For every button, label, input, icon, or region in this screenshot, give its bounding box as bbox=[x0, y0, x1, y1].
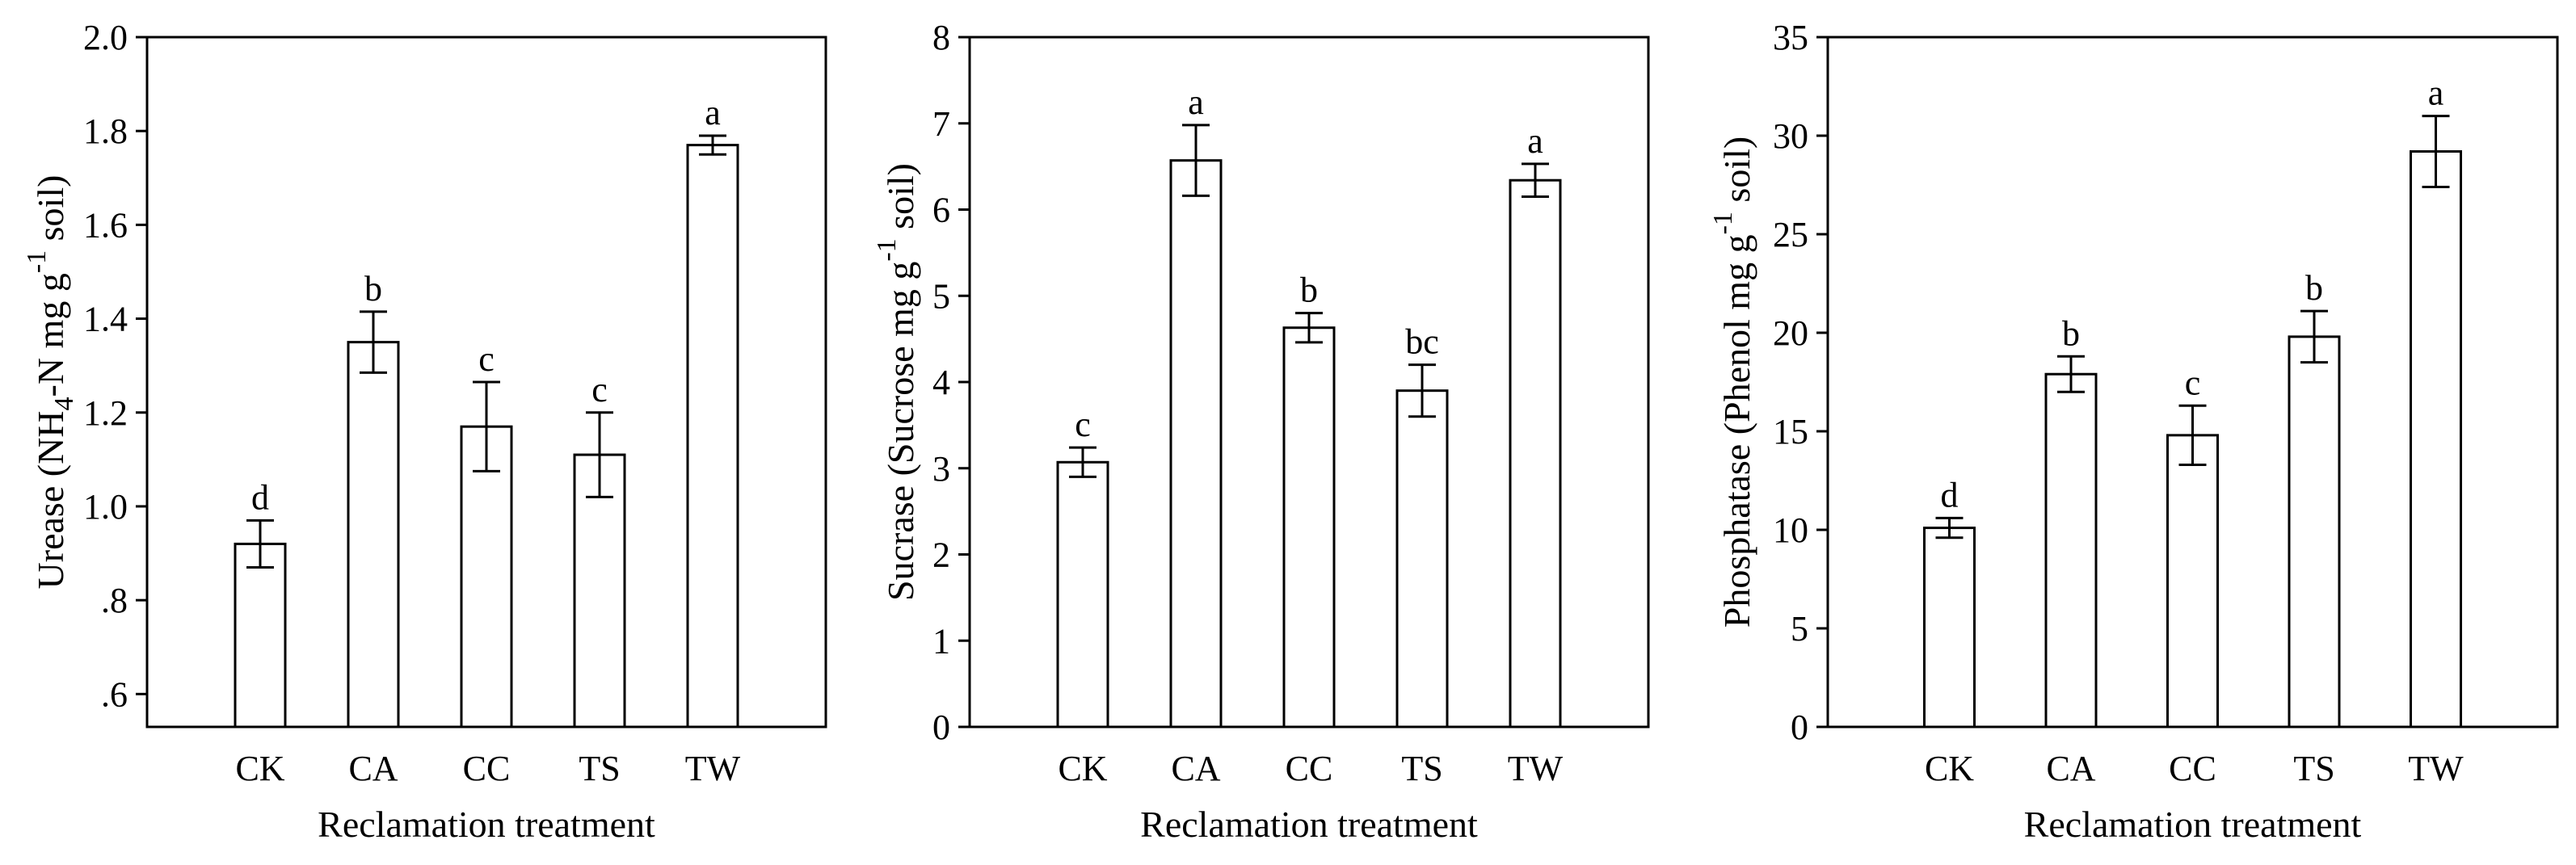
bar-ck bbox=[1923, 527, 1976, 729]
y-tick-label: 0 bbox=[1791, 708, 1808, 747]
y-tick-label: 20 bbox=[1773, 313, 1808, 353]
x-tick-label-ca: CA bbox=[2046, 749, 2095, 788]
x-axis-title: Reclamation treatment bbox=[2024, 804, 2362, 845]
y-tick-label: 10 bbox=[1773, 510, 1808, 550]
x-tick-label-cc: CC bbox=[2169, 749, 2216, 788]
y-axis-title-part: -N mg g bbox=[30, 273, 71, 397]
y-tick-label: 2 bbox=[932, 535, 950, 575]
x-axis-title: Reclamation treatment bbox=[318, 804, 655, 845]
bar-ca bbox=[2044, 372, 2098, 729]
significance-letter-tw: a bbox=[705, 93, 721, 132]
bar-ts bbox=[1395, 389, 1449, 729]
x-tick-label-ts: TS bbox=[1401, 749, 1442, 788]
y-tick-label: 7 bbox=[932, 104, 950, 144]
significance-letter-cc: c bbox=[478, 339, 495, 379]
y-tick-label: 1.2 bbox=[83, 393, 128, 433]
significance-letter-ts: c bbox=[591, 370, 608, 409]
y-tick-label: 4 bbox=[932, 363, 950, 402]
x-tick-label-cc: CC bbox=[1286, 749, 1333, 788]
significance-letter-ck: d bbox=[1941, 475, 1959, 514]
y-tick-label: 30 bbox=[1773, 116, 1808, 156]
x-tick-label-ts: TS bbox=[579, 749, 620, 788]
bar-cc bbox=[460, 425, 513, 729]
y-tick-label: 15 bbox=[1773, 412, 1808, 451]
y-axis-title-part: -1 bbox=[872, 238, 902, 261]
y-tick-label: 2.0 bbox=[83, 18, 128, 57]
bar-ts bbox=[573, 453, 626, 729]
y-tick-label: 1.6 bbox=[83, 205, 128, 245]
bar-tw bbox=[1509, 178, 1562, 729]
panel-phosphatase: 0 5 10 15 20 25 30 35 d CK b CA c CC b TS a TW Reclamation… bbox=[1708, 18, 2559, 845]
significance-letter-ts: bc bbox=[1405, 322, 1439, 362]
y-axis-title: Sucrase (Sucrose mg g-1 soil) bbox=[872, 163, 921, 601]
panel-urease: .6 .8 1.0 1.2 1.4 1.6 1.8 2.0 d CK b CA c CC c TS a TW Rec… bbox=[22, 18, 827, 845]
y-tick-label: 1.4 bbox=[83, 300, 128, 339]
bar-ca bbox=[1169, 159, 1223, 729]
y-tick-label: 5 bbox=[932, 276, 950, 316]
y-tick-label: 0 bbox=[932, 708, 950, 747]
y-axis-title: Phosphatase (Phenol mg g-1 soil) bbox=[1708, 136, 1757, 628]
y-tick-label: 6 bbox=[932, 191, 950, 230]
y-tick-label: .8 bbox=[101, 581, 128, 620]
x-tick-label-ca: CA bbox=[1171, 749, 1220, 788]
x-tick-label-tw: TW bbox=[2408, 749, 2464, 788]
panel-sucrase: 0 1 2 3 4 5 6 7 8 c CK a CA b CC bc TS a TW Reclamation tre… bbox=[872, 18, 1650, 845]
y-tick-label: 35 bbox=[1773, 18, 1808, 57]
y-axis-title-part: -1 bbox=[22, 250, 52, 273]
significance-letter-tw: a bbox=[2428, 73, 2444, 113]
y-axis-title-part: 4 bbox=[49, 397, 79, 410]
y-axis-title: Urease (NH4-N mg g-1 soil) bbox=[22, 175, 79, 590]
y-axis-title-part: soil) bbox=[30, 175, 71, 250]
significance-letter-ck: d bbox=[251, 477, 269, 517]
bar-ts bbox=[2288, 335, 2341, 729]
x-tick-label-ts: TS bbox=[2293, 749, 2334, 788]
y-tick-label: 1 bbox=[932, 621, 950, 661]
x-tick-label-ck: CK bbox=[235, 749, 284, 788]
significance-letter-cc: c bbox=[2185, 363, 2201, 402]
y-tick-label: 5 bbox=[1791, 609, 1808, 649]
significance-letter-ck: c bbox=[1075, 405, 1091, 444]
y-axis-title-part: soil) bbox=[880, 163, 921, 238]
x-tick-label-ca: CA bbox=[348, 749, 398, 788]
significance-letter-ca: b bbox=[364, 269, 382, 309]
y-axis-title-part: Urease (NH bbox=[30, 410, 71, 589]
bar-tw bbox=[2410, 150, 2462, 729]
y-tick-label: 25 bbox=[1773, 215, 1808, 254]
significance-letter-tw: a bbox=[1527, 121, 1543, 161]
x-tick-label-ck: CK bbox=[1058, 749, 1107, 788]
bar-ck bbox=[1056, 460, 1109, 729]
x-tick-label-tw: TW bbox=[1508, 749, 1564, 788]
significance-letter-ts: b bbox=[2305, 268, 2323, 308]
bar-ca bbox=[347, 341, 400, 729]
x-tick-label-cc: CC bbox=[463, 749, 511, 788]
y-axis-title-part: soil) bbox=[1716, 136, 1757, 212]
x-axis-title: Reclamation treatment bbox=[1140, 804, 1478, 845]
x-tick-label-tw: TW bbox=[685, 749, 741, 788]
y-axis-title-part: Sucrase (Sucrose mg g bbox=[880, 262, 921, 601]
y-tick-label: 1.8 bbox=[83, 111, 128, 151]
significance-letter-ca: a bbox=[1188, 82, 1204, 122]
significance-letter-cc: b bbox=[1300, 271, 1318, 310]
x-tick-label-ck: CK bbox=[1925, 749, 1974, 788]
y-tick-label: 3 bbox=[932, 449, 950, 489]
y-tick-label: 1.0 bbox=[83, 487, 128, 527]
bar-tw bbox=[686, 144, 739, 729]
y-tick-label: 8 bbox=[932, 18, 950, 57]
bar-ck bbox=[234, 542, 287, 729]
y-axis-title-part: Phosphatase (Phenol mg g bbox=[1716, 234, 1757, 628]
bar-cc bbox=[1282, 326, 1336, 729]
y-axis-title-part: -1 bbox=[1708, 212, 1738, 234]
y-tick-label: .6 bbox=[101, 674, 128, 714]
bar-cc bbox=[2166, 434, 2219, 729]
significance-letter-ca: b bbox=[2062, 313, 2080, 353]
